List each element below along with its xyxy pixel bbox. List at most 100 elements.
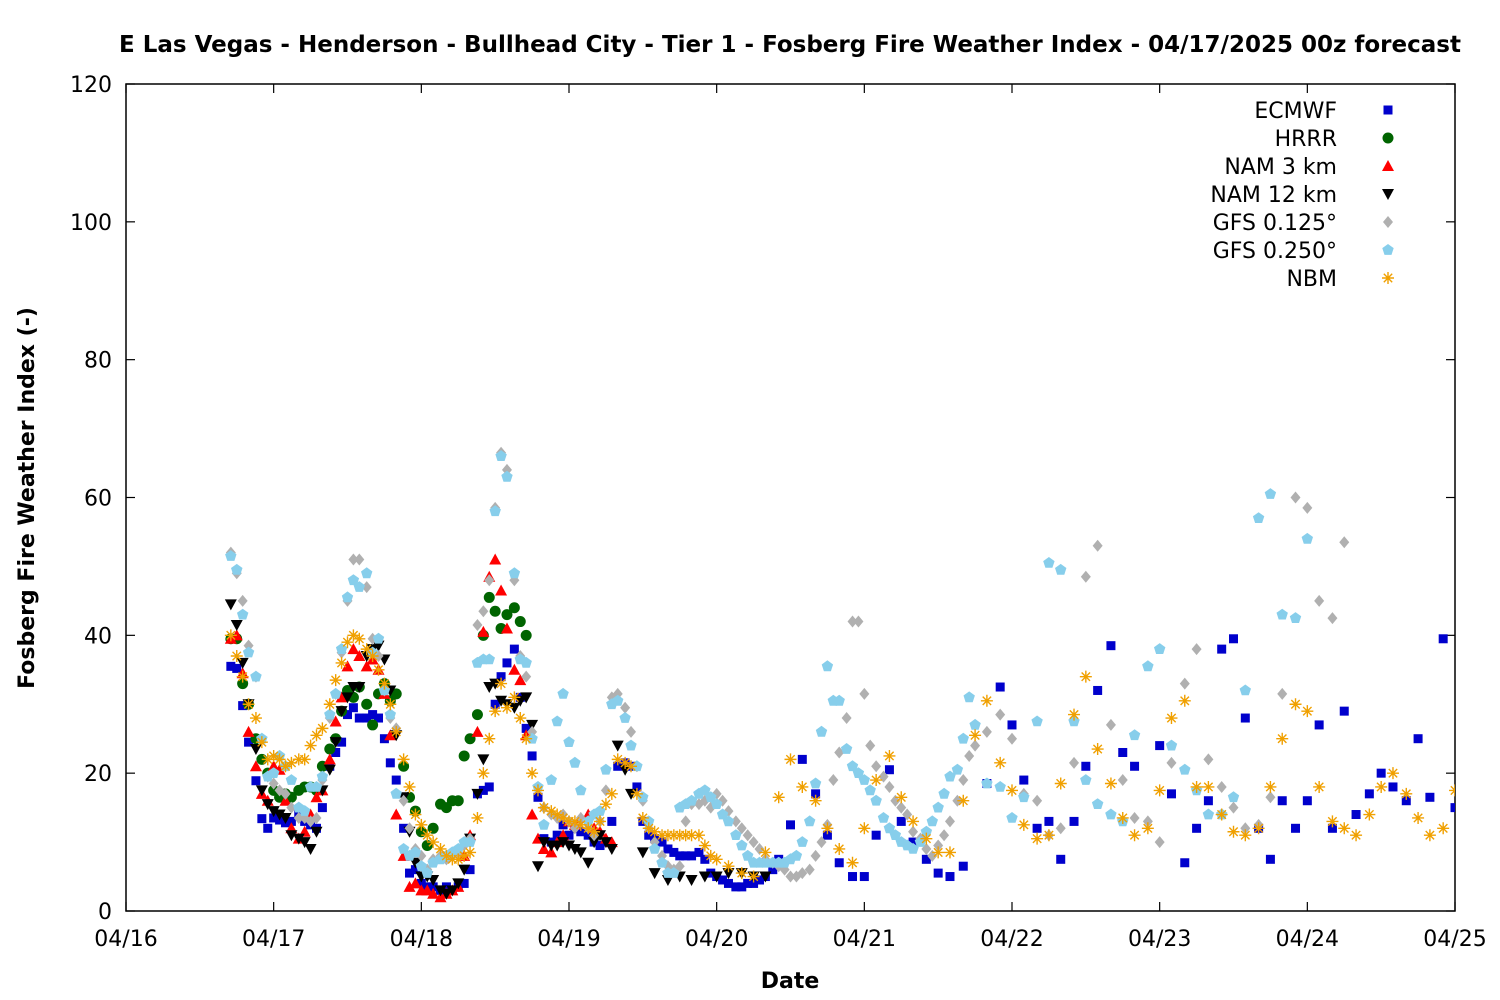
data-point [446, 885, 459, 897]
data-point [1080, 774, 1092, 785]
data-point [619, 764, 632, 776]
data-point [1006, 812, 1018, 823]
data-point [495, 677, 508, 690]
data-point [883, 822, 896, 834]
data-point [685, 829, 698, 842]
data-point [698, 839, 711, 852]
data-point [921, 854, 931, 864]
data-point [730, 815, 741, 828]
data-point [611, 753, 624, 766]
data-point [1180, 858, 1190, 868]
data-point [786, 820, 795, 830]
data-point [599, 837, 612, 849]
data-point [458, 849, 471, 862]
data-point [1338, 822, 1351, 835]
data-point [1302, 501, 1313, 514]
data-point [1166, 789, 1176, 799]
data-point [994, 781, 1006, 792]
data-point [1068, 708, 1081, 721]
data-point [508, 567, 521, 579]
data-point [310, 729, 323, 742]
data-point [1032, 823, 1042, 833]
data-point [237, 678, 249, 690]
data-point [1055, 563, 1067, 575]
data-point [612, 694, 624, 706]
legend-label: ECMWF [1254, 99, 1337, 124]
data-point [398, 794, 409, 807]
data-point [619, 756, 632, 769]
data-point [1106, 641, 1116, 651]
data-point [452, 878, 465, 890]
data-point [224, 629, 237, 642]
legend-marker [1382, 272, 1394, 284]
data-point [1388, 782, 1398, 792]
data-point [1239, 684, 1251, 696]
data-point [963, 691, 975, 703]
y-tick-label: 80 [84, 349, 112, 374]
legend-label: NAM 3 km [1224, 155, 1337, 180]
data-point [372, 632, 385, 644]
data-point [415, 860, 427, 872]
data-point [907, 843, 919, 854]
data-point [790, 849, 803, 861]
y-tick-label: 100 [70, 211, 112, 236]
data-point [747, 870, 760, 883]
data-point [723, 878, 733, 888]
data-point [1291, 823, 1301, 833]
data-point [736, 839, 748, 851]
data-point [1031, 832, 1044, 845]
data-point [599, 798, 612, 811]
data-point [932, 801, 944, 813]
data-point [545, 846, 558, 858]
data-point [397, 753, 410, 766]
data-point [594, 815, 607, 828]
data-point [951, 763, 964, 775]
data-point [323, 698, 336, 711]
data-point [464, 836, 476, 847]
data-point [409, 877, 422, 889]
data-point [809, 777, 822, 789]
data-point [225, 550, 237, 561]
data-point [353, 581, 365, 592]
data-point [1276, 608, 1288, 620]
data-point [944, 815, 955, 828]
data-point [1215, 808, 1228, 821]
data-point [706, 868, 716, 878]
data-point [958, 774, 969, 787]
data-point [865, 739, 876, 752]
data-point [537, 801, 550, 814]
data-point [299, 805, 311, 816]
data-point [1423, 829, 1436, 842]
data-point [557, 687, 569, 699]
x-tick-label: 04/19 [537, 927, 600, 952]
data-point [495, 695, 508, 707]
data-point [607, 816, 617, 826]
data-point [1165, 739, 1178, 751]
data-point [1179, 763, 1191, 775]
data-point [508, 663, 521, 675]
data-point [1289, 612, 1302, 623]
data-point [759, 846, 772, 859]
data-point [409, 808, 422, 821]
data-point [310, 826, 323, 838]
data-point [434, 891, 447, 903]
data-point [871, 830, 881, 840]
data-point [353, 650, 366, 662]
data-point [685, 874, 698, 886]
data-point [648, 825, 661, 838]
data-point [600, 763, 612, 775]
data-point [858, 774, 870, 785]
data-point [957, 732, 969, 744]
data-point [1055, 822, 1066, 835]
data-point [285, 756, 298, 769]
data-point [575, 784, 587, 796]
legend-marker [1383, 105, 1393, 115]
data-point [484, 574, 495, 587]
data-point [1240, 822, 1251, 835]
data-point [428, 882, 438, 892]
data-point [657, 837, 667, 847]
data-point [231, 563, 243, 575]
data-point [316, 722, 329, 735]
data-point [261, 799, 274, 811]
data-point [236, 657, 249, 669]
